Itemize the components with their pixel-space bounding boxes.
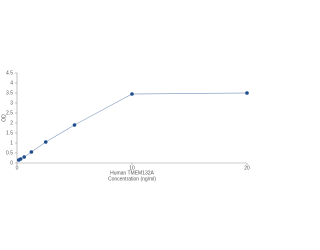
y-tick-label: 0	[10, 160, 13, 166]
data-point	[130, 92, 134, 96]
x-axis-label: Human TMEM132A	[110, 170, 154, 176]
data-point	[245, 91, 249, 95]
data-line	[18, 92, 248, 161]
x-tick-label: 20	[244, 165, 250, 171]
x-axis-label: Concentration (ng/ml)	[108, 176, 156, 182]
y-tick-label: 4.5	[6, 70, 13, 76]
data-point	[29, 150, 34, 154]
data-point	[22, 155, 26, 159]
x-tick-label: 0	[16, 165, 19, 171]
x-tick-label: 10	[129, 165, 135, 171]
y-tick-label: 0.5	[6, 150, 13, 156]
y-tick-label: 1.5	[6, 130, 13, 136]
y-tick-label: 4	[10, 80, 13, 86]
y-tick-label: 3	[10, 100, 13, 106]
data-point	[18, 157, 23, 161]
y-tick-label: 1	[10, 140, 13, 146]
data-point	[72, 123, 77, 127]
chart: OD Human TMEM132A Concentration (ng/ml) …	[1, 70, 250, 182]
y-axis-label: OD	[1, 114, 7, 122]
y-tick-label: 2.5	[6, 110, 13, 116]
data-point	[43, 140, 48, 144]
y-tick-label: 2	[10, 120, 13, 126]
y-tick-label: 3.5	[6, 90, 13, 96]
